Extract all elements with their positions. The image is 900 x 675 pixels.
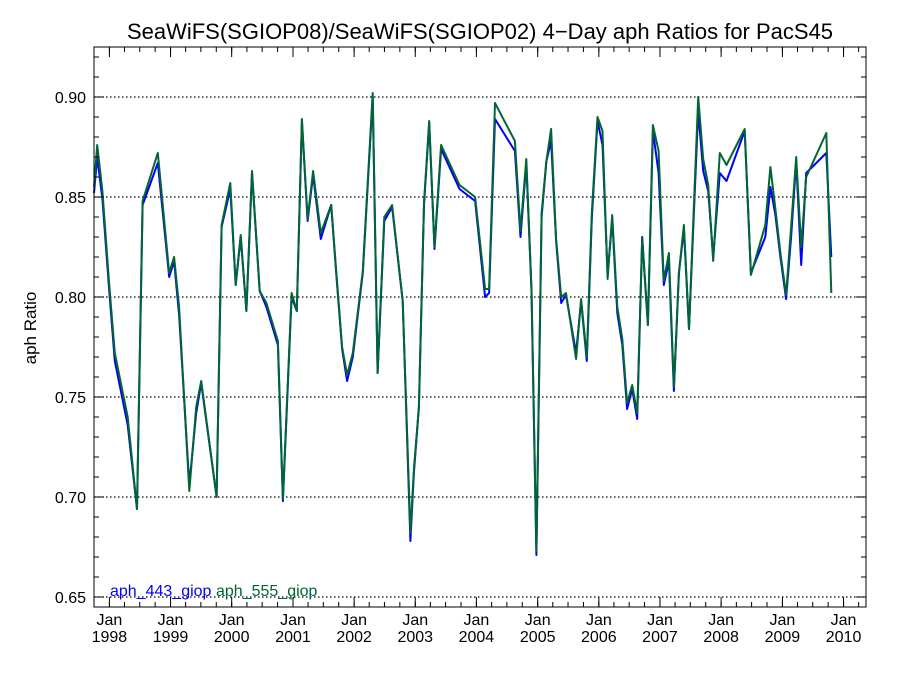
- axis-ticks: [93, 47, 866, 607]
- x-tick-month: Jan: [770, 612, 796, 629]
- plot-frame: [93, 46, 867, 608]
- series-layer: [93, 92, 833, 556]
- x-tick-month: Jan: [525, 612, 551, 629]
- x-tick-month: Jan: [341, 612, 367, 629]
- y-tick-labels: 0.65 0.70 0.75 0.80 0.85 0.90: [55, 90, 86, 607]
- x-tick-month: Jan: [280, 612, 306, 629]
- x-tick-month: Jan: [464, 612, 490, 629]
- series-line-aph-443-giop: [93, 96, 833, 556]
- y-tick-label: 0.85: [55, 190, 86, 207]
- x-tick-year: 2008: [703, 629, 739, 646]
- x-tick-year: 2005: [520, 629, 556, 646]
- x-tick-year: 2004: [459, 629, 495, 646]
- x-tick-year: 1998: [92, 629, 128, 646]
- x-tick-month: Jan: [586, 612, 612, 629]
- x-tick-month: Jan: [158, 612, 184, 629]
- y-axis-label: aph Ratio: [21, 292, 40, 365]
- y-tick-label: 0.75: [55, 390, 86, 407]
- y-tick-label: 0.70: [55, 490, 86, 507]
- legend: aph_443_giop aph_555_giop: [110, 583, 318, 600]
- x-tick-month: Jan: [219, 612, 245, 629]
- legend-aph-555: aph_555_giop: [216, 583, 318, 600]
- x-tick-month: Jan: [97, 612, 123, 629]
- x-tick-month: Jan: [402, 612, 428, 629]
- y-tick-label: 0.80: [55, 290, 86, 307]
- series-line-aph-555-giop: [93, 92, 833, 552]
- x-tick-year: 2007: [642, 629, 678, 646]
- x-tick-labels: Jan1998Jan1999Jan2000Jan2001Jan2002Jan20…: [92, 612, 862, 646]
- x-tick-year: 2006: [581, 629, 617, 646]
- x-tick-year: 2001: [275, 629, 311, 646]
- x-tick-month: Jan: [708, 612, 734, 629]
- x-tick-year: 2003: [397, 629, 433, 646]
- x-tick-year: 2010: [826, 629, 862, 646]
- legend-aph-443: aph_443_giop: [110, 583, 212, 600]
- x-tick-year: 1999: [153, 629, 189, 646]
- y-tick-label: 0.65: [55, 590, 86, 607]
- y-tick-label: 0.90: [55, 90, 86, 107]
- x-tick-year: 2002: [336, 629, 372, 646]
- x-tick-year: 2000: [214, 629, 250, 646]
- x-tick-month: Jan: [831, 612, 857, 629]
- gridlines: [94, 96, 866, 598]
- x-tick-year: 2009: [765, 629, 801, 646]
- x-tick-month: Jan: [647, 612, 673, 629]
- chart-title: SeaWiFS(SGIOP08)/SeaWiFS(SGIOP02) 4−Day …: [127, 19, 833, 44]
